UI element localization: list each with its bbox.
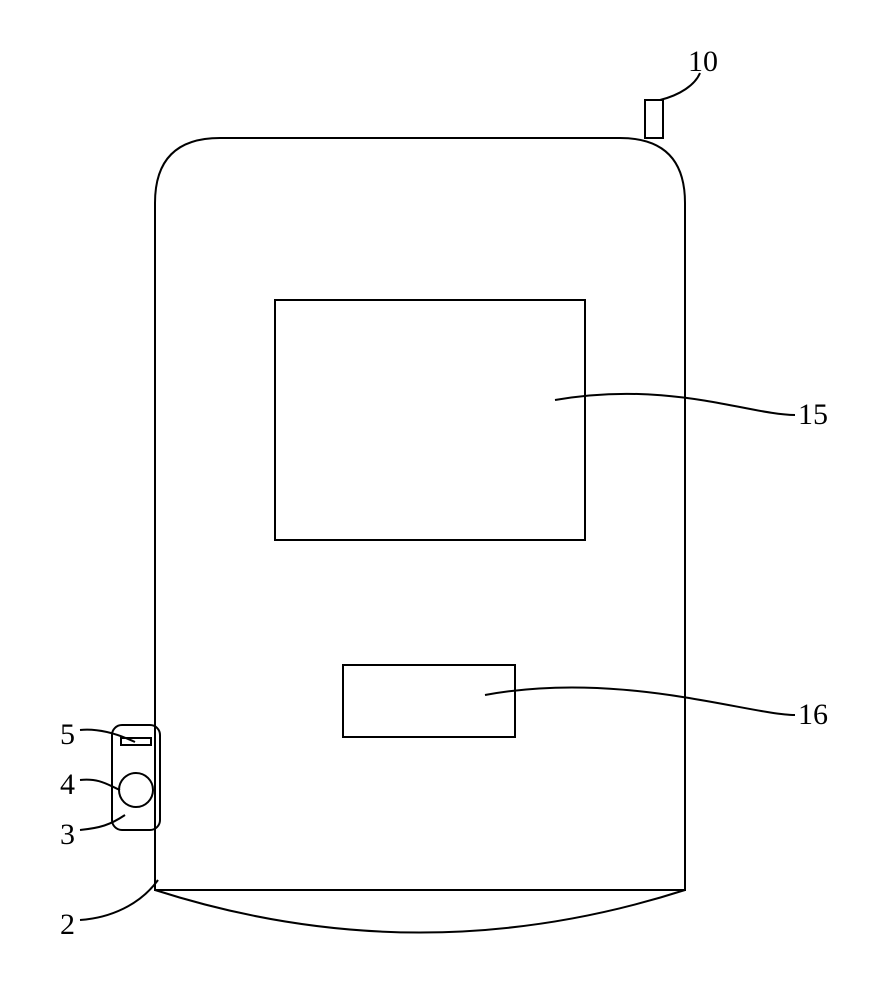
label-16: 16 (798, 698, 828, 732)
label-5: 5 (60, 718, 75, 752)
label-2: 2 (60, 908, 75, 942)
main-body (155, 138, 685, 890)
technical-diagram: 10 15 16 5 4 3 2 (0, 0, 890, 1000)
leader-4 (80, 780, 120, 790)
leader-5 (80, 730, 135, 742)
label-4: 4 (60, 768, 75, 802)
diagram-svg (0, 0, 890, 1000)
side-circle (119, 773, 153, 807)
side-module (112, 725, 160, 830)
antenna (645, 100, 663, 138)
leader-16 (485, 687, 795, 715)
button-panel (343, 665, 515, 737)
screen-rect (275, 300, 585, 540)
label-3: 3 (60, 818, 75, 852)
label-10: 10 (688, 45, 718, 79)
leader-2 (80, 880, 158, 920)
label-15: 15 (798, 398, 828, 432)
body-bottom-arc (155, 890, 685, 933)
leader-3 (80, 815, 125, 830)
side-slot (121, 738, 151, 745)
leader-15 (555, 394, 795, 415)
